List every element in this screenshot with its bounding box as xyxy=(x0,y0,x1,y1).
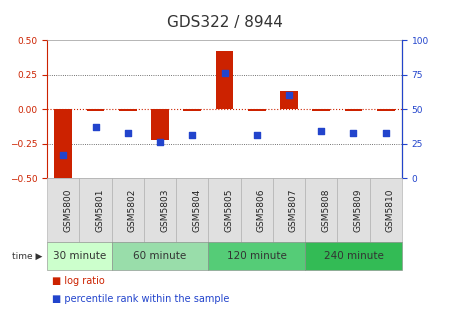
Text: ■ percentile rank within the sample: ■ percentile rank within the sample xyxy=(52,294,229,304)
Bar xyxy=(87,109,104,111)
Bar xyxy=(345,109,362,111)
Bar xyxy=(119,109,136,111)
Point xyxy=(221,71,228,76)
Text: GSM5804: GSM5804 xyxy=(192,188,201,232)
Text: GSM5807: GSM5807 xyxy=(289,188,298,232)
Bar xyxy=(313,109,330,111)
Text: GSM5806: GSM5806 xyxy=(257,188,266,232)
Bar xyxy=(54,109,72,178)
Text: GSM5803: GSM5803 xyxy=(160,188,169,232)
Point xyxy=(92,124,99,130)
Text: time ▶: time ▶ xyxy=(12,252,43,261)
Text: GDS322 / 8944: GDS322 / 8944 xyxy=(167,15,282,30)
Text: 240 minute: 240 minute xyxy=(324,251,383,261)
Point xyxy=(124,130,132,135)
Text: GSM5802: GSM5802 xyxy=(128,188,137,232)
Text: GSM5810: GSM5810 xyxy=(386,188,395,232)
Point xyxy=(382,130,389,135)
Text: GSM5808: GSM5808 xyxy=(321,188,330,232)
Text: 60 minute: 60 minute xyxy=(133,251,187,261)
Text: ■ log ratio: ■ log ratio xyxy=(52,276,104,286)
Text: GSM5800: GSM5800 xyxy=(63,188,72,232)
Text: GSM5801: GSM5801 xyxy=(96,188,105,232)
Point xyxy=(60,152,67,157)
Point xyxy=(350,130,357,135)
Text: GSM5809: GSM5809 xyxy=(353,188,362,232)
Bar xyxy=(216,51,233,109)
Text: 30 minute: 30 minute xyxy=(53,251,106,261)
Bar xyxy=(248,109,266,111)
Point xyxy=(156,139,163,145)
Point xyxy=(286,93,293,98)
Bar xyxy=(280,91,298,109)
Bar xyxy=(377,109,395,111)
Point xyxy=(189,133,196,138)
Bar xyxy=(183,109,201,111)
Point xyxy=(253,133,260,138)
Bar xyxy=(151,109,169,139)
Point xyxy=(317,129,325,134)
Text: 120 minute: 120 minute xyxy=(227,251,286,261)
Text: GSM5805: GSM5805 xyxy=(224,188,233,232)
